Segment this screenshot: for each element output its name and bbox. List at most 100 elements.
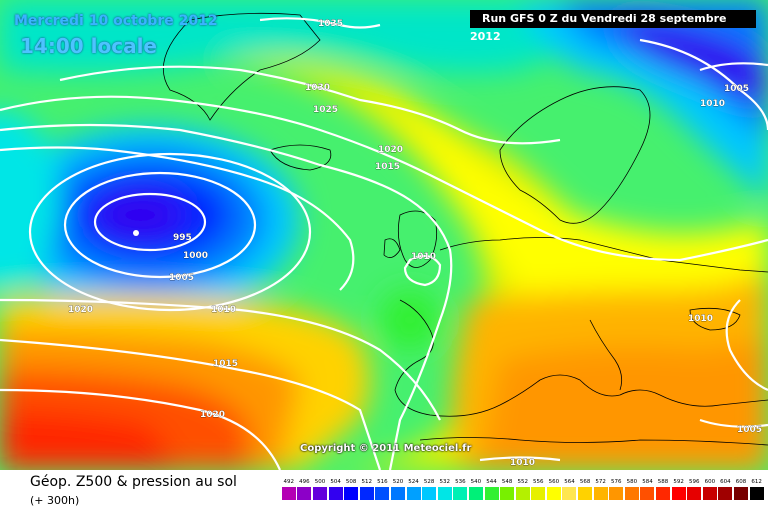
scale-color-box — [687, 487, 702, 500]
scale-swatch: 492 — [281, 478, 297, 500]
scale-swatch: 556 — [531, 478, 547, 500]
scale-color-box — [531, 487, 546, 500]
scale-swatch: 512 — [359, 478, 375, 500]
scale-label: 576 — [611, 479, 622, 485]
scale-label: 552 — [517, 479, 528, 485]
scale-color-box — [437, 487, 452, 500]
scale-swatch: 524 — [406, 478, 422, 500]
isobar-label: 995 — [173, 233, 192, 243]
scale-label: 508 — [345, 479, 357, 485]
scale-swatch: 588 — [655, 478, 671, 500]
scale-swatch: 584 — [640, 478, 656, 500]
scale-color-box — [344, 487, 359, 500]
scale-swatch: 580 — [624, 478, 640, 500]
scale-label: 604 — [720, 479, 731, 485]
scale-label: 568 — [579, 479, 591, 485]
scale-color-box — [562, 487, 577, 500]
scale-swatch: 504 — [328, 478, 344, 500]
scale-label: 544 — [486, 479, 497, 485]
scale-color-box — [546, 487, 561, 500]
scale-color-box — [297, 487, 312, 500]
scale-swatch: 520 — [390, 478, 406, 500]
isobar-label: 1005 — [737, 425, 762, 435]
isobar-label: 1010 — [411, 252, 436, 262]
scale-color-box — [609, 487, 624, 500]
isobar-label: 1010 — [510, 458, 535, 468]
scale-swatch: 612 — [749, 478, 765, 500]
isobar-label: 1005 — [169, 273, 194, 283]
isobar-label: 1020 — [68, 305, 93, 315]
scale-label: 504 — [330, 479, 341, 485]
scale-swatch: 564 — [562, 478, 578, 500]
scale-color-box — [578, 487, 593, 500]
scale-label: 524 — [408, 479, 419, 485]
isobar-label: 1020 — [200, 410, 225, 420]
scale-swatch: 608 — [733, 478, 749, 500]
scale-label: 536 — [455, 479, 466, 485]
scale-label: 540 — [470, 479, 482, 485]
scale-color-box — [734, 487, 749, 500]
scale-label: 500 — [314, 479, 326, 485]
scale-swatch: 496 — [297, 478, 313, 500]
scale-color-box — [515, 487, 530, 500]
scale-swatch: 532 — [437, 478, 453, 500]
scale-color-box — [484, 487, 499, 500]
scale-label: 588 — [657, 479, 669, 485]
legend-subtitle: (+ 300h) — [30, 494, 80, 507]
legend-title: Géop. Z500 & pression au sol — [30, 474, 237, 490]
scale-swatch: 600 — [702, 478, 718, 500]
scale-swatch: 544 — [484, 478, 500, 500]
color-scale: 492 496 500 504 508 512 516 520 524 528 532 536 540 5… — [281, 478, 764, 500]
scale-label: 560 — [548, 479, 560, 485]
scale-label: 580 — [626, 479, 638, 485]
scale-label: 512 — [361, 479, 373, 485]
scale-label: 548 — [501, 479, 513, 485]
scale-color-box — [406, 487, 421, 500]
scale-swatch: 540 — [468, 478, 484, 500]
forecast-local-time: 14:00 locale — [20, 34, 157, 58]
scale-label: 600 — [704, 479, 716, 485]
scale-label: 608 — [735, 479, 747, 485]
isobars — [0, 17, 768, 470]
scale-swatch: 516 — [375, 478, 391, 500]
scale-swatch: 568 — [577, 478, 593, 500]
scale-color-box — [593, 487, 608, 500]
isobar-label: 1035 — [318, 19, 343, 29]
model-run-label: Run GFS 0 Z du Vendredi 28 septembre 201… — [470, 10, 756, 43]
scale-label: 496 — [299, 479, 310, 485]
isobar-label: 1030 — [305, 83, 330, 93]
isobar-labels: 1035 1030 1025 1020 1015 995 1000 1005 1… — [68, 19, 762, 468]
scale-color-box — [453, 487, 468, 500]
scale-swatch: 552 — [515, 478, 531, 500]
low-center-marker — [133, 230, 139, 236]
scale-swatch: 604 — [718, 478, 734, 500]
scale-label: 596 — [688, 479, 700, 485]
scale-swatch: 536 — [453, 478, 469, 500]
scale-color-box — [718, 487, 733, 500]
forecast-date: Mercredi 10 octobre 2012 — [14, 13, 218, 29]
isobar-label: 1010 — [688, 314, 713, 324]
scale-label: 516 — [377, 479, 388, 485]
scale-label: 520 — [392, 479, 404, 485]
isobar-label: 1020 — [378, 145, 403, 155]
coastlines — [163, 12, 768, 446]
scale-label: 592 — [673, 479, 684, 485]
scale-swatch: 528 — [421, 478, 437, 500]
isobar-label: 1015 — [213, 359, 238, 369]
isobar-label: 1005 — [724, 84, 749, 94]
scale-label: 556 — [533, 479, 544, 485]
isobar-label: 1010 — [211, 305, 236, 315]
isobar-label: 1025 — [313, 105, 338, 115]
scale-swatch: 560 — [546, 478, 562, 500]
scale-color-box — [281, 487, 296, 500]
copyright-notice: Copyright © 2011 Meteociel.fr — [300, 443, 472, 454]
scale-color-box — [468, 487, 483, 500]
scale-color-box — [500, 487, 515, 500]
scale-color-box — [624, 487, 639, 500]
isobar-label: 1010 — [700, 99, 725, 109]
scale-color-box — [671, 487, 686, 500]
scale-swatch: 576 — [608, 478, 624, 500]
z500-color-field — [0, 0, 768, 470]
scale-color-box — [640, 487, 655, 500]
